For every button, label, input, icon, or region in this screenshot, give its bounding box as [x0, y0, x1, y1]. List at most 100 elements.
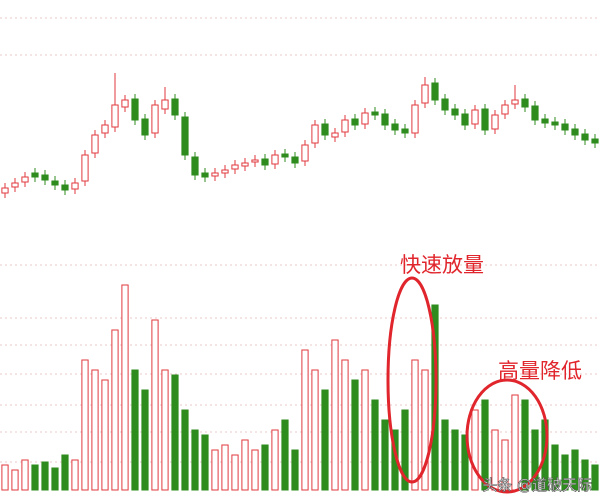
candle-body — [111, 104, 119, 128]
volume-bar — [571, 449, 579, 491]
candle-body — [141, 118, 149, 136]
volume-bar — [581, 459, 589, 491]
candle-body — [271, 154, 279, 165]
watermark: 头条 @道破天际 — [482, 476, 592, 494]
volume-bar — [411, 359, 419, 491]
candle-body — [161, 99, 169, 110]
volume-bar — [61, 454, 69, 491]
marks — [1, 73, 599, 491]
candle-body — [151, 104, 159, 134]
candle-body — [541, 118, 549, 124]
candle-body — [511, 99, 519, 105]
volume-bar — [121, 284, 129, 491]
candle-body — [321, 123, 329, 136]
volume-bar — [461, 434, 469, 491]
volume-bar — [181, 409, 189, 491]
candle-body — [331, 132, 339, 138]
candle-body — [191, 156, 199, 176]
candle-body — [101, 124, 109, 134]
candle-body — [201, 172, 209, 178]
volume-bar — [221, 444, 229, 491]
volume-bar — [191, 429, 199, 491]
candle-body — [211, 172, 219, 177]
volume-bar — [111, 329, 119, 491]
volume-bar — [481, 399, 489, 491]
candle-body — [361, 112, 369, 125]
volume-bar — [161, 369, 169, 491]
candle-body — [491, 114, 499, 130]
candle-body — [581, 133, 589, 141]
candle-body — [471, 109, 479, 125]
volume-bar — [171, 374, 179, 491]
highlight-ellipse — [386, 276, 438, 484]
volume-bar — [291, 449, 299, 491]
volume-bar — [301, 349, 309, 491]
candle-body — [11, 182, 19, 188]
volume-bar — [451, 429, 459, 491]
volume-bar — [141, 389, 149, 491]
volume-bar — [331, 339, 339, 491]
candle-body — [451, 108, 459, 116]
candle-body — [51, 180, 59, 186]
volume-bar — [201, 434, 209, 491]
candle-body — [301, 144, 309, 162]
candle-body — [441, 98, 449, 111]
volume-bar — [341, 359, 349, 491]
volume-bar — [41, 461, 49, 491]
volume-bar — [281, 419, 289, 491]
volume-bar — [261, 444, 269, 491]
candle-body — [291, 156, 299, 164]
candle-body — [521, 98, 529, 108]
volume-bar — [561, 454, 569, 491]
grid — [0, 17, 600, 463]
candle-body — [381, 113, 389, 126]
candle-body — [261, 158, 269, 166]
volume-bar — [31, 464, 39, 491]
candle-body — [121, 99, 129, 108]
candle-body — [41, 174, 49, 181]
volume-bar — [71, 459, 79, 491]
volume-bar — [551, 444, 559, 491]
candle-body — [241, 162, 249, 167]
candle-body — [551, 121, 559, 126]
candle-body — [311, 124, 319, 144]
annotation: 快速放量 — [400, 253, 484, 277]
candle-body — [351, 118, 359, 126]
candle-body — [411, 104, 419, 134]
candle-body — [1, 187, 9, 194]
candle-body — [561, 123, 569, 131]
volume-bar — [351, 379, 359, 491]
candle-body — [171, 98, 179, 116]
volume-bar — [321, 389, 329, 491]
candle-body — [421, 84, 429, 104]
volume-bar — [101, 379, 109, 491]
volume-bar — [521, 399, 529, 491]
candle-body — [341, 119, 349, 133]
candle-body — [391, 123, 399, 131]
candle-body — [281, 153, 289, 158]
volume-bar — [311, 369, 319, 491]
candle-body — [371, 111, 379, 116]
candle-body — [481, 108, 489, 131]
candle-body — [401, 128, 409, 134]
volume-bar — [381, 419, 389, 491]
candle-body — [531, 105, 539, 121]
candle-body — [221, 169, 229, 174]
volume-bar — [271, 429, 279, 491]
volume-bar — [591, 464, 599, 491]
candle-body — [571, 128, 579, 136]
candle-body — [591, 138, 599, 144]
volume-bar — [91, 369, 99, 491]
volume-bar — [241, 439, 249, 491]
candle-body — [81, 154, 89, 182]
volume-bar — [1, 464, 9, 491]
volume-bar — [11, 469, 19, 491]
volume-bar — [51, 467, 59, 491]
candle-body — [461, 113, 469, 126]
volume-bar — [401, 409, 409, 491]
volume-bar — [81, 359, 89, 491]
volume-bar — [501, 439, 509, 491]
volume-bar — [441, 419, 449, 491]
volume-bar — [421, 369, 429, 491]
